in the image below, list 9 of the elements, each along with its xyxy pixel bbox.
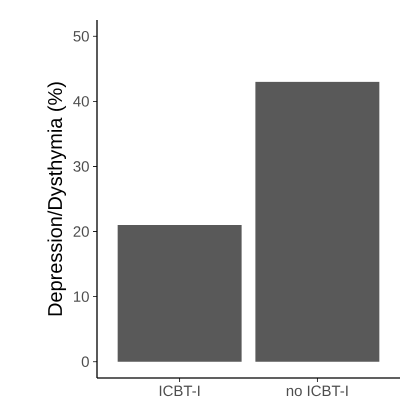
y-tick-label: 10 [74,291,89,302]
y-tick-label: 0 [82,356,89,368]
x-tick-label: no ICBT-I [286,386,348,396]
y-tick-label: 30 [73,161,89,172]
x-tick-label: ICBT-I [160,386,200,396]
y-tick-label: 20 [74,226,89,237]
y-tick-label: 40 [73,96,89,107]
y-tick-label: 50 [73,30,89,42]
y-axis-title: Depression/Dysthymia (%) [47,82,66,316]
